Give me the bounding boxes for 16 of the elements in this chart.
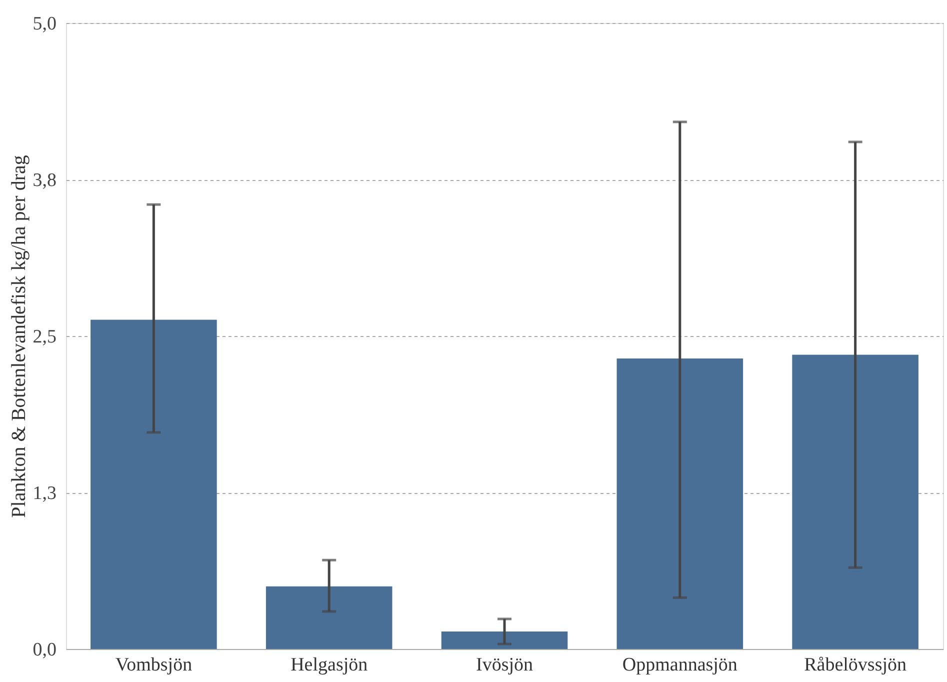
x-tick-label: Vombsjön xyxy=(115,654,193,676)
y-tick-label: 2,5 xyxy=(32,326,56,348)
x-tick-label: Råbelövssjön xyxy=(804,654,907,676)
y-axis-title: Plankton & Bottenlevandefisk kg/ha per drag xyxy=(8,155,30,518)
y-tick-label: 5,0 xyxy=(32,14,56,34)
bar xyxy=(266,586,392,649)
y-tick-label: 3,8 xyxy=(32,170,56,191)
y-tick-label: 1,3 xyxy=(32,483,56,504)
x-tick-label: Ivösjön xyxy=(476,654,534,676)
x-tick-label: Oppmannasjön xyxy=(622,654,738,676)
bar xyxy=(616,358,744,649)
bar xyxy=(441,631,568,649)
y-tick-label: 0,0 xyxy=(32,640,56,660)
x-tick-label: Helgasjön xyxy=(290,654,368,676)
bar xyxy=(90,320,217,649)
bar xyxy=(792,354,918,649)
